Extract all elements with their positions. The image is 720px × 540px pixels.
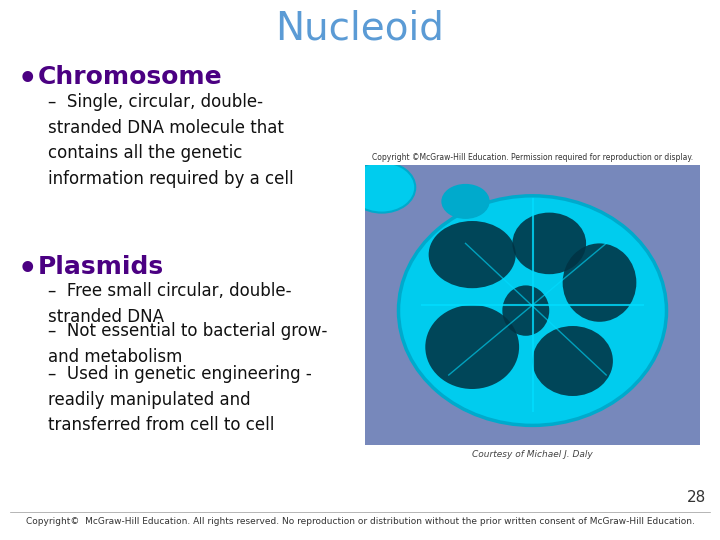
Text: –  Used in genetic engineering -
readily manipulated and
transferred from cell t: – Used in genetic engineering - readily … — [48, 365, 312, 434]
Text: Plasmids: Plasmids — [38, 255, 164, 279]
Text: •: • — [18, 255, 37, 284]
Text: Copyright ©McGraw-Hill Education. Permission required for reproduction or displa: Copyright ©McGraw-Hill Education. Permis… — [372, 153, 693, 162]
Text: Nucleoid: Nucleoid — [276, 10, 444, 48]
Ellipse shape — [533, 326, 613, 396]
Text: Courtesy of Michael J. Daly: Courtesy of Michael J. Daly — [472, 450, 593, 459]
Ellipse shape — [442, 185, 489, 218]
Ellipse shape — [428, 221, 516, 288]
Text: –  Single, circular, double-
stranded DNA molecule that
contains all the genetic: – Single, circular, double- stranded DNA… — [48, 93, 294, 188]
Text: –  Not essential to bacterial grow-
and metabolism: – Not essential to bacterial grow- and m… — [48, 322, 328, 366]
Ellipse shape — [503, 286, 549, 336]
Ellipse shape — [426, 305, 519, 389]
Ellipse shape — [513, 213, 586, 274]
Ellipse shape — [562, 244, 636, 322]
Text: •: • — [18, 65, 37, 94]
Ellipse shape — [398, 196, 667, 426]
FancyBboxPatch shape — [365, 165, 700, 445]
Text: –  Free small circular, double-
stranded DNA: – Free small circular, double- stranded … — [48, 282, 292, 326]
Text: 28: 28 — [687, 490, 706, 505]
Text: Copyright©  McGraw-Hill Education. All rights reserved. No reproduction or distr: Copyright© McGraw-Hill Education. All ri… — [26, 517, 694, 526]
Ellipse shape — [348, 162, 415, 213]
Text: Chromosome: Chromosome — [38, 65, 222, 89]
